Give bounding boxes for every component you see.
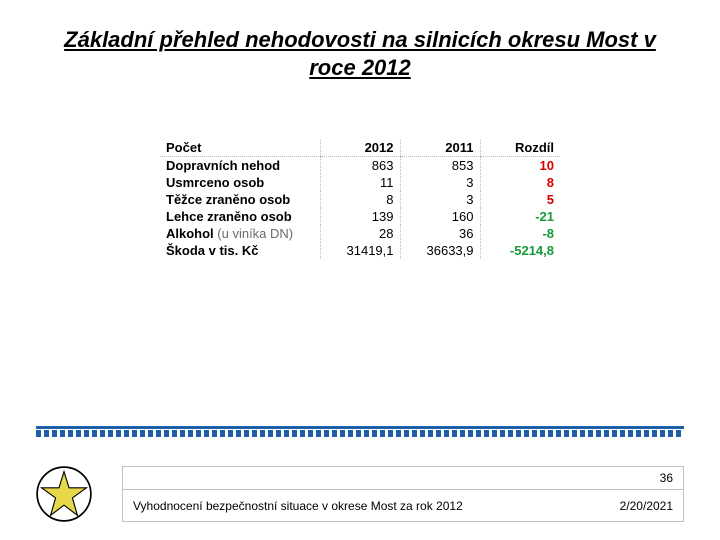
page-number: 36	[660, 471, 673, 485]
row-value-2012: 28	[320, 225, 400, 242]
table-row: Lehce zraněno osob139160-21	[160, 208, 560, 225]
row-diff: -8	[480, 225, 560, 242]
row-label: Alkohol (u viníka DN)	[160, 225, 320, 242]
row-label: Škoda v tis. Kč	[160, 242, 320, 259]
table-row: Dopravních nehod86385310	[160, 157, 560, 175]
row-value-2011: 3	[400, 174, 480, 191]
row-value-2012: 11	[320, 174, 400, 191]
row-value-2012: 8	[320, 191, 400, 208]
header-label: Počet	[160, 139, 320, 157]
row-value-2011: 3	[400, 191, 480, 208]
page-number-cell: 36	[122, 466, 684, 490]
page-title: Základní přehled nehodovosti na silnicíc…	[40, 26, 680, 81]
table-header-row: Počet 2012 2011 Rozdíl	[160, 139, 560, 157]
row-diff: 5	[480, 191, 560, 208]
row-value-2012: 139	[320, 208, 400, 225]
row-value-2012: 31419,1	[320, 242, 400, 259]
table-row: Škoda v tis. Kč31419,136633,9-5214,8	[160, 242, 560, 259]
row-value-2012: 863	[320, 157, 400, 175]
row-label: Těžce zraněno osob	[160, 191, 320, 208]
row-value-2011: 36633,9	[400, 242, 480, 259]
table-row: Usmrceno osob1138	[160, 174, 560, 191]
row-diff: -21	[480, 208, 560, 225]
row-value-2011: 853	[400, 157, 480, 175]
section-divider	[36, 426, 684, 438]
row-label: Usmrceno osob	[160, 174, 320, 191]
accident-table-container: Počet 2012 2011 Rozdíl Dopravních nehod8…	[0, 139, 720, 259]
row-value-2011: 36	[400, 225, 480, 242]
footer: 36 Vyhodnocení bezpečnostní situace v ok…	[36, 466, 684, 522]
row-diff: 8	[480, 174, 560, 191]
row-label: Lehce zraněno osob	[160, 208, 320, 225]
header-diff: Rozdíl	[480, 139, 560, 157]
police-emblem-icon	[36, 466, 92, 522]
footer-bar: Vyhodnocení bezpečnostní situace v okres…	[122, 490, 684, 522]
page-title-block: Základní přehled nehodovosti na silnicíc…	[0, 0, 720, 91]
footer-caption: Vyhodnocení bezpečnostní situace v okres…	[133, 499, 463, 513]
header-2012: 2012	[320, 139, 400, 157]
accident-table: Počet 2012 2011 Rozdíl Dopravních nehod8…	[160, 139, 560, 259]
header-2011: 2011	[400, 139, 480, 157]
row-value-2011: 160	[400, 208, 480, 225]
footer-date: 2/20/2021	[620, 499, 673, 513]
table-row: Alkohol (u viníka DN)2836-8	[160, 225, 560, 242]
table-row: Těžce zraněno osob835	[160, 191, 560, 208]
row-diff: -5214,8	[480, 242, 560, 259]
row-diff: 10	[480, 157, 560, 175]
row-label: Dopravních nehod	[160, 157, 320, 175]
